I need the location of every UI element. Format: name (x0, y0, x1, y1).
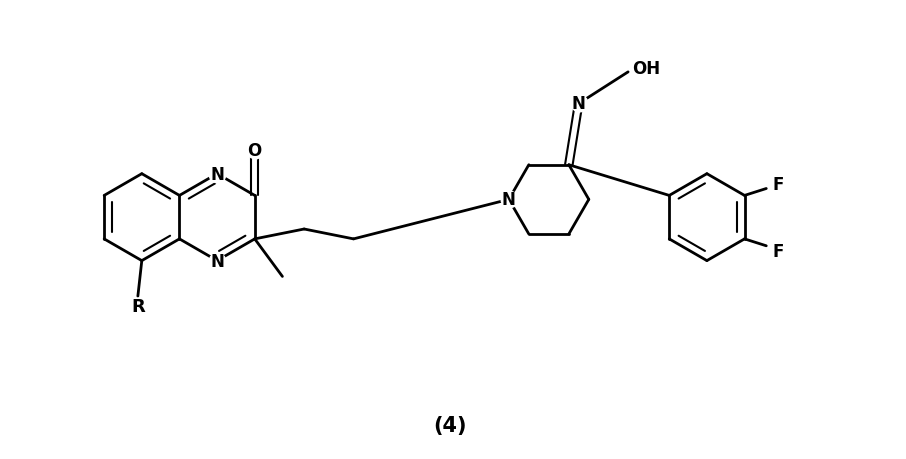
Text: N: N (572, 95, 585, 113)
Text: OH: OH (631, 60, 660, 78)
Text: R: R (131, 297, 145, 315)
Text: F: F (773, 175, 784, 193)
Text: N: N (210, 165, 224, 183)
Text: F: F (773, 242, 784, 260)
Text: N: N (502, 191, 516, 209)
Text: O: O (247, 142, 262, 160)
Text: N: N (210, 252, 224, 270)
Text: (4): (4) (433, 414, 467, 435)
